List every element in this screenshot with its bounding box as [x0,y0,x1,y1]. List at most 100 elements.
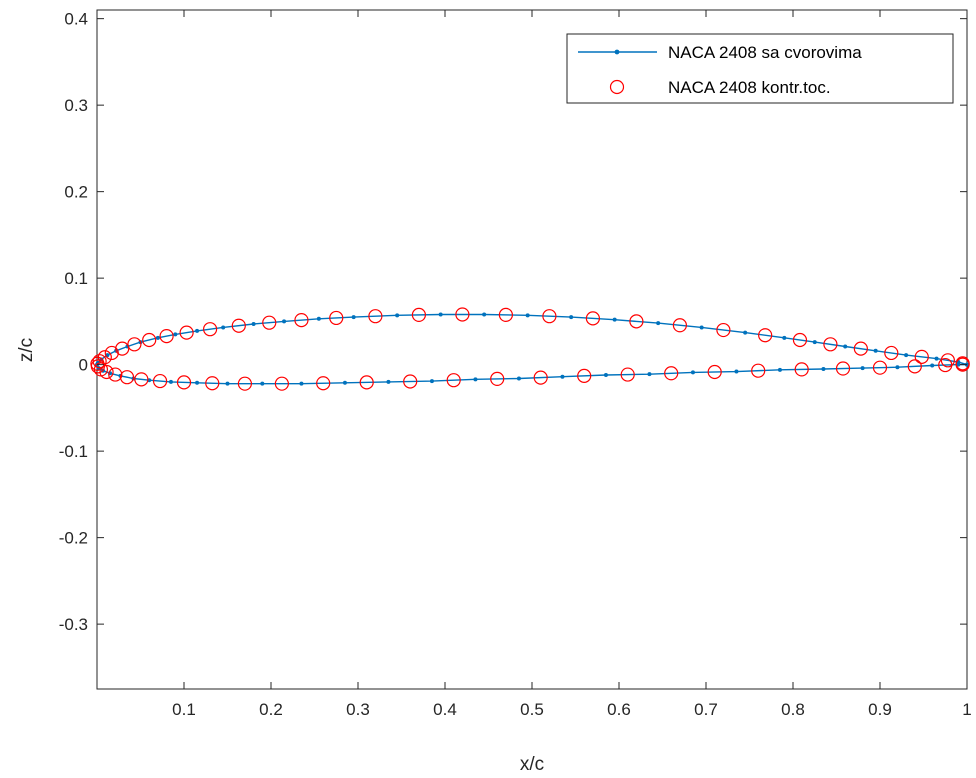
legend: NACA 2408 sa cvorovima NACA 2408 kontr.t… [566,33,954,104]
node-point [560,374,565,379]
control-point [115,341,130,356]
y-tick-label: 0 [79,356,88,375]
node-point [569,315,574,320]
control-point [152,373,168,389]
control-point [368,309,383,324]
control-point [672,318,688,333]
node-point [251,321,256,326]
y-axis-title: z/c [16,338,37,362]
node-point [195,380,200,385]
node-point [155,335,160,340]
x-axis-title: x/c [520,754,544,775]
control-point [835,361,851,376]
control-point [751,363,766,378]
x-tick-label: 0.2 [259,700,283,719]
control-point [533,370,548,385]
control-point [294,312,309,328]
x-tick-label: 0.8 [781,700,805,719]
control-point [274,376,289,391]
control-point [792,332,808,348]
control-point [853,341,868,356]
control-point [104,345,119,361]
control-point [316,376,331,391]
node-point [168,379,173,384]
node-point [843,344,848,349]
control-point [359,375,374,390]
node-point [777,367,782,372]
control-point [823,337,838,352]
x-tick-label: 0.5 [520,700,544,719]
node-point [656,321,661,326]
node-point [395,313,400,318]
node-point [473,377,478,382]
control-point [142,332,157,348]
control-point [914,349,929,364]
control-point [794,362,809,377]
control-point [99,364,114,380]
control-point [455,307,470,322]
control-point [237,376,252,391]
node-point [812,340,817,345]
node-point [438,312,443,317]
control-point [329,310,344,326]
control-point [664,366,679,381]
control-point [620,367,635,382]
control-point [176,375,192,390]
legend-box [566,33,954,104]
node-point [282,319,287,324]
x-tick-label: 0.3 [346,700,370,719]
node-point [895,365,900,370]
legend-circle-swatch [609,79,625,95]
y-tick-label: -0.3 [59,615,88,634]
control-point [403,374,418,389]
node-point [386,379,391,384]
node-point [612,317,617,322]
x-tick-label: 0.7 [694,700,718,719]
node-point [351,315,356,320]
control-point [577,368,592,383]
node-point [260,381,265,386]
control-point [108,367,123,382]
node-point [782,335,787,340]
x-tick-label: 0.4 [433,700,457,719]
y-tick-label: 0.1 [64,269,88,288]
control-point [716,322,731,338]
series-layer [90,307,970,391]
x-tick-label: 1 [962,700,971,719]
y-tick-label: 0.4 [64,10,88,29]
node-point [699,325,704,330]
control-point [127,337,142,352]
node-point [647,372,652,377]
node-point [225,381,230,386]
node-point [930,363,935,368]
node-point [316,316,321,321]
node-point [821,366,826,371]
control-point [938,357,953,373]
control-point [498,307,513,323]
node-point [525,313,530,318]
legend-label-series-2: NACA 2408 kontr.toc. [668,78,831,97]
y-tick-label: 0.2 [64,183,88,202]
y-tick-label: -0.1 [59,442,88,461]
node-point [342,380,347,385]
node-point [734,369,739,374]
control-point [411,307,426,323]
node-point [195,328,200,333]
control-point [159,328,174,344]
node-point [934,356,939,361]
control-point [872,360,888,375]
control-point [542,309,557,324]
x-tick-label: 0.6 [607,700,631,719]
node-point [299,381,304,386]
control-point [758,328,773,343]
control-point [203,322,218,337]
node-point [690,370,695,375]
plot-frame [96,9,968,690]
control-point [205,376,220,391]
node-point [482,312,487,317]
control-point [955,357,970,372]
node-point [743,330,748,335]
control-point [490,371,505,387]
control-point [262,315,277,330]
